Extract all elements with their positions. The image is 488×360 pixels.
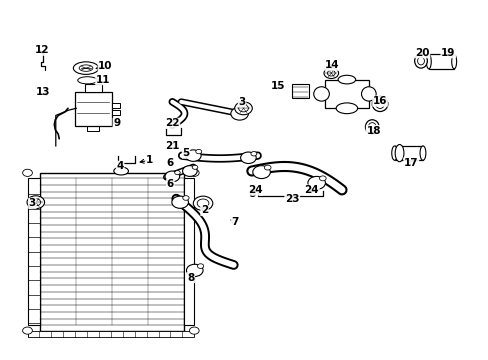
Circle shape [27, 196, 44, 209]
Bar [183, 178, 194, 325]
Ellipse shape [78, 77, 97, 84]
Circle shape [22, 169, 32, 176]
Text: 3: 3 [238, 97, 245, 107]
Text: 21: 21 [165, 141, 179, 151]
Circle shape [189, 169, 199, 176]
Text: 4: 4 [116, 161, 123, 171]
Text: 10: 10 [98, 61, 113, 71]
Text: 6: 6 [166, 179, 174, 189]
Text: 22: 22 [165, 118, 179, 128]
Circle shape [197, 264, 203, 269]
Ellipse shape [417, 57, 424, 65]
Ellipse shape [73, 62, 99, 75]
Bar [111, 110, 120, 116]
Ellipse shape [79, 65, 93, 71]
Circle shape [193, 196, 212, 211]
Ellipse shape [313, 87, 329, 101]
Circle shape [185, 150, 201, 161]
Ellipse shape [371, 96, 387, 112]
Circle shape [189, 327, 199, 334]
Text: 24: 24 [304, 185, 319, 195]
Circle shape [192, 165, 197, 169]
Ellipse shape [426, 54, 430, 69]
Text: 2: 2 [201, 206, 208, 216]
Bar [292, 84, 309, 98]
Text: 23: 23 [285, 194, 299, 204]
Ellipse shape [414, 54, 427, 68]
Ellipse shape [337, 75, 355, 84]
Circle shape [186, 264, 203, 276]
Circle shape [240, 152, 256, 163]
Circle shape [164, 171, 179, 182]
Circle shape [264, 165, 270, 170]
Text: 14: 14 [325, 60, 339, 70]
Circle shape [22, 327, 32, 334]
Circle shape [319, 176, 325, 181]
Text: 17: 17 [403, 158, 418, 168]
Bar [40, 173, 183, 330]
Text: 18: 18 [366, 126, 380, 135]
Text: 3: 3 [29, 198, 36, 208]
Text: 6: 6 [166, 158, 174, 168]
Bar [394, 146, 422, 160]
Circle shape [234, 102, 252, 115]
Text: 24: 24 [247, 185, 262, 195]
Circle shape [197, 199, 208, 208]
Circle shape [238, 105, 248, 112]
Bar [75, 92, 111, 126]
Text: 19: 19 [440, 48, 455, 58]
Text: 20: 20 [414, 48, 429, 58]
Circle shape [327, 70, 334, 76]
Bar [27, 178, 40, 325]
Circle shape [182, 166, 197, 176]
Text: 8: 8 [248, 189, 255, 199]
Bar [84, 84, 102, 92]
Bar [27, 330, 194, 337]
Circle shape [307, 176, 325, 189]
Ellipse shape [391, 146, 397, 160]
Circle shape [195, 149, 202, 154]
Ellipse shape [367, 123, 375, 131]
Circle shape [230, 107, 248, 120]
Circle shape [183, 195, 189, 200]
Ellipse shape [451, 54, 456, 69]
Ellipse shape [375, 99, 384, 108]
Bar [428, 54, 453, 69]
Text: 5: 5 [182, 148, 189, 158]
Text: 15: 15 [270, 81, 285, 91]
Ellipse shape [394, 144, 403, 162]
Text: 8: 8 [187, 273, 194, 283]
Circle shape [31, 199, 41, 206]
Text: 13: 13 [36, 87, 50, 97]
Text: 11: 11 [96, 75, 110, 85]
Text: 7: 7 [231, 217, 238, 227]
Ellipse shape [419, 146, 425, 160]
Bar [325, 80, 368, 108]
Circle shape [250, 152, 256, 156]
Circle shape [171, 196, 188, 208]
Ellipse shape [361, 87, 375, 101]
Text: 16: 16 [372, 96, 386, 106]
Text: 12: 12 [35, 45, 49, 55]
Ellipse shape [365, 120, 378, 134]
Bar [111, 103, 120, 108]
Circle shape [252, 166, 270, 179]
Circle shape [324, 68, 338, 78]
Ellipse shape [114, 167, 128, 175]
Circle shape [174, 171, 180, 175]
Ellipse shape [335, 103, 357, 114]
Text: 9: 9 [113, 118, 120, 128]
Text: 1: 1 [145, 155, 153, 165]
